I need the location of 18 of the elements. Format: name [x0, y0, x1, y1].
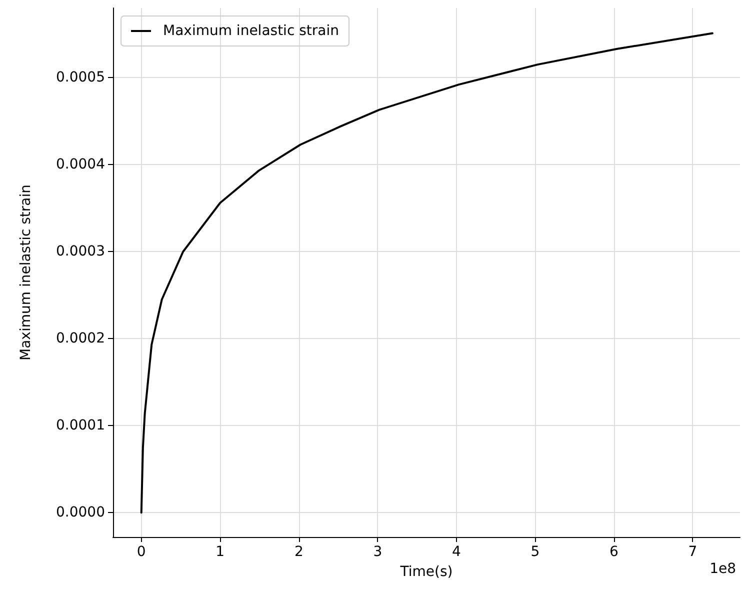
y-axis-title: Maximum inelastic strain — [18, 184, 34, 360]
y-tick-label: 0.0000 — [56, 504, 105, 521]
x-tick-label: 7 — [688, 544, 698, 560]
x-tick-label: 1 — [216, 544, 225, 560]
x-tick-label: 2 — [294, 544, 304, 560]
y-tick-label: 0.0005 — [56, 70, 105, 86]
y-tick-label: 0.0003 — [56, 244, 105, 260]
y-tick-label: 0.0001 — [56, 418, 105, 434]
x-tick-label: 0 — [136, 544, 146, 560]
x-tick-label: 5 — [530, 544, 540, 560]
x-axis-title: Time(s) — [399, 564, 453, 580]
text: 1e8 — [710, 561, 736, 577]
legend-label: Maximum inelastic strain — [163, 23, 339, 39]
x-tick-label: 3 — [373, 544, 382, 560]
y-tick-label: 0.0002 — [56, 330, 105, 347]
x-tick-label: 4 — [452, 544, 461, 560]
x-tick-label: 6 — [610, 544, 619, 560]
y-tick-label: 0.0004 — [56, 156, 106, 173]
